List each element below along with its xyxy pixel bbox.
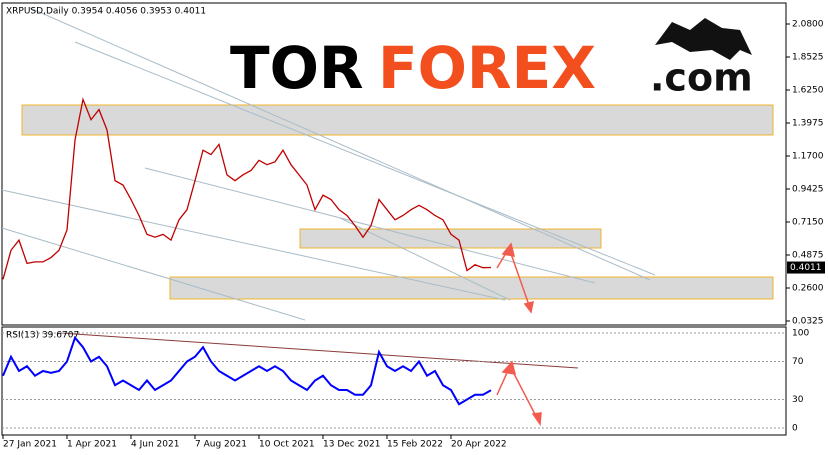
last-price-tag bbox=[787, 261, 825, 274]
rsi-tick-label: 30 bbox=[792, 395, 804, 405]
x-tick-label: 7 Aug 2021 bbox=[195, 440, 247, 450]
y-tick-label: 0.7150 bbox=[792, 217, 824, 227]
y-tick-label: 2.0800 bbox=[792, 20, 824, 30]
x-tick-label: 27 Jan 2021 bbox=[3, 440, 57, 450]
bull-icon bbox=[655, 18, 752, 60]
x-tick-label: 10 Oct 2021 bbox=[259, 440, 315, 450]
y-tick-label: 1.3975 bbox=[792, 119, 824, 129]
zone-box bbox=[21, 104, 774, 136]
y-tick-label: 0.9425 bbox=[792, 184, 824, 194]
logo-text: FOREX bbox=[378, 34, 596, 102]
y-tick-label: 1.1700 bbox=[792, 152, 824, 162]
rsi-panel bbox=[1, 326, 787, 436]
zone-box bbox=[169, 276, 774, 300]
x-tick-label: 1 Apr 2021 bbox=[67, 440, 117, 450]
y-tick-label: 1.8525 bbox=[792, 53, 824, 63]
forecast-arrows bbox=[496, 242, 542, 427]
price-line bbox=[2, 97, 492, 280]
trend-lines bbox=[1, 7, 656, 321]
rsi-tick-label: 70 bbox=[792, 357, 804, 367]
rsi-levels bbox=[2, 332, 786, 429]
rsi-title: RSI(13) 39.6707 bbox=[6, 331, 79, 341]
y-tick-label: 0.0325 bbox=[792, 316, 824, 326]
rsi-tick-label: 0 bbox=[792, 423, 798, 433]
rsi-line bbox=[2, 335, 492, 406]
y-tick-label: 0.4875 bbox=[792, 250, 824, 260]
x-tick-label: 20 Apr 2022 bbox=[451, 440, 507, 450]
zone-box bbox=[299, 228, 602, 249]
logo-text: .com bbox=[650, 56, 753, 100]
y-tick-label: 0.2600 bbox=[792, 283, 824, 293]
rsi-trend-line bbox=[59, 332, 579, 369]
x-tick-label: 15 Feb 2022 bbox=[387, 440, 443, 450]
chart-title: XRPUSD,Daily 0.3954 0.4056 0.3953 0.4011 bbox=[6, 7, 206, 17]
last-price-label: 0.4011 bbox=[790, 263, 822, 273]
x-tick-label: 4 Jun 2021 bbox=[131, 440, 179, 450]
y-tick-label: 1.6250 bbox=[792, 86, 824, 96]
price-panel bbox=[1, 2, 787, 326]
logo-text: TOR bbox=[230, 34, 364, 102]
rsi-tick-label: 100 bbox=[792, 328, 809, 338]
x-tick-label: 13 Dec 2021 bbox=[323, 440, 381, 450]
